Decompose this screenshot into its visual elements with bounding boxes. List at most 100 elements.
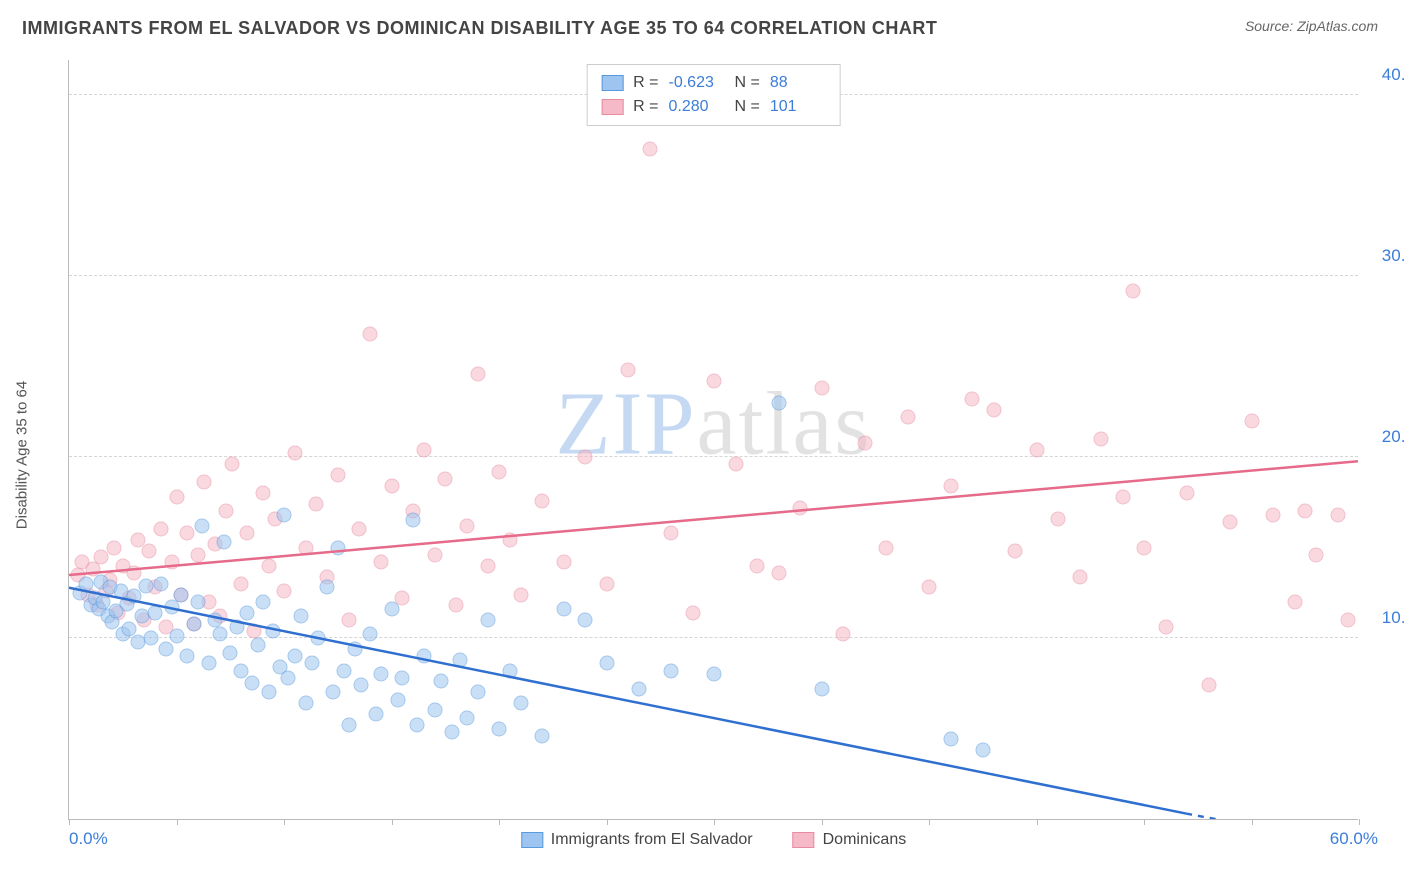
data-point-el_salvador [578,612,593,627]
n-label: N = [735,95,760,119]
data-point-dominicans [197,475,212,490]
data-point-dominicans [513,587,528,602]
swatch-el-salvador [521,832,543,848]
data-point-el_salvador [261,685,276,700]
data-point-el_salvador [416,649,431,664]
swatch-dominicans [793,832,815,848]
x-tick-mark [714,819,715,825]
data-point-dominicans [492,464,507,479]
swatch-el-salvador [601,75,623,91]
data-point-el_salvador [631,681,646,696]
data-point-dominicans [94,549,109,564]
x-axis-end-label: 60.0% [1330,829,1378,849]
data-point-el_salvador [502,663,517,678]
data-point-el_salvador [234,663,249,678]
data-point-dominicans [599,576,614,591]
x-tick-mark [1252,819,1253,825]
data-point-dominicans [1309,547,1324,562]
data-point-el_salvador [311,631,326,646]
data-point-dominicans [240,526,255,541]
chart-container: Disability Age 35 to 64 ZIPatlas R = -0.… [50,60,1380,850]
data-point-dominicans [126,565,141,580]
data-point-dominicans [470,366,485,381]
data-point-dominicans [986,403,1001,418]
data-point-dominicans [309,497,324,512]
x-tick-mark [499,819,500,825]
data-point-dominicans [1223,515,1238,530]
trendline-el_salvador-dashed [1186,814,1358,819]
legend-series: Immigrants from El Salvador Dominicans [521,831,906,849]
data-point-dominicans [922,580,937,595]
trend-lines [69,60,1358,819]
n-value-el-salvador: 88 [770,71,826,95]
data-point-el_salvador [444,725,459,740]
data-point-el_salvador [975,743,990,758]
gridline-h [69,637,1358,638]
r-value-dominicans: 0.280 [669,95,725,119]
data-point-el_salvador [492,721,507,736]
trendline-dominicans [69,461,1358,575]
data-point-dominicans [261,558,276,573]
x-tick-mark [1359,819,1360,825]
watermark-atlas: atlas [697,375,872,474]
data-point-el_salvador [363,627,378,642]
plot-area: ZIPatlas R = -0.623 N = 88 R = 0.280 N =… [68,60,1358,820]
data-point-el_salvador [195,518,210,533]
data-point-dominicans [169,489,184,504]
data-point-el_salvador [201,656,216,671]
data-point-el_salvador [143,631,158,646]
data-point-el_salvador [384,602,399,617]
data-point-el_salvador [244,676,259,691]
data-point-el_salvador [433,674,448,689]
data-point-dominicans [1158,620,1173,635]
data-point-dominicans [1266,508,1281,523]
source-link[interactable]: ZipAtlas.com [1297,18,1378,34]
data-point-el_salvador [251,638,266,653]
data-point-el_salvador [180,649,195,664]
data-point-dominicans [330,468,345,483]
data-point-dominicans [1287,594,1302,609]
data-point-el_salvador [347,641,362,656]
data-point-dominicans [1072,569,1087,584]
data-point-el_salvador [79,576,94,591]
n-value-dominicans: 101 [770,95,826,119]
data-point-el_salvador [354,678,369,693]
watermark-zip: ZIP [556,375,697,474]
data-point-el_salvador [208,612,223,627]
data-point-el_salvador [304,656,319,671]
data-point-dominicans [180,526,195,541]
legend-item-el-salvador: Immigrants from El Salvador [521,831,753,849]
data-point-dominicans [771,565,786,580]
data-point-el_salvador [191,594,206,609]
data-point-el_salvador [165,600,180,615]
data-point-dominicans [449,598,464,613]
data-point-dominicans [352,522,367,537]
data-point-el_salvador [406,513,421,528]
data-point-el_salvador [459,710,474,725]
data-point-dominicans [836,627,851,642]
data-point-el_salvador [395,670,410,685]
gridline-h [69,456,1358,457]
data-point-dominicans [943,479,958,494]
data-point-el_salvador [212,627,227,642]
data-point-el_salvador [223,645,238,660]
data-point-dominicans [857,435,872,450]
data-point-el_salvador [373,667,388,682]
x-tick-mark [69,819,70,825]
data-point-dominicans [1341,612,1356,627]
data-point-dominicans [191,547,206,562]
data-point-dominicans [427,547,442,562]
data-point-dominicans [685,605,700,620]
data-point-el_salvador [326,685,341,700]
data-point-dominicans [287,446,302,461]
data-point-el_salvador [330,540,345,555]
data-point-dominicans [481,558,496,573]
source-attribution: Source: ZipAtlas.com [1245,18,1378,34]
data-point-el_salvador [535,728,550,743]
data-point-dominicans [298,540,313,555]
data-point-dominicans [165,555,180,570]
y-tick-label: 20.0% [1382,427,1406,447]
data-point-el_salvador [173,587,188,602]
data-point-el_salvador [664,663,679,678]
y-tick-label: 10.0% [1382,608,1406,628]
